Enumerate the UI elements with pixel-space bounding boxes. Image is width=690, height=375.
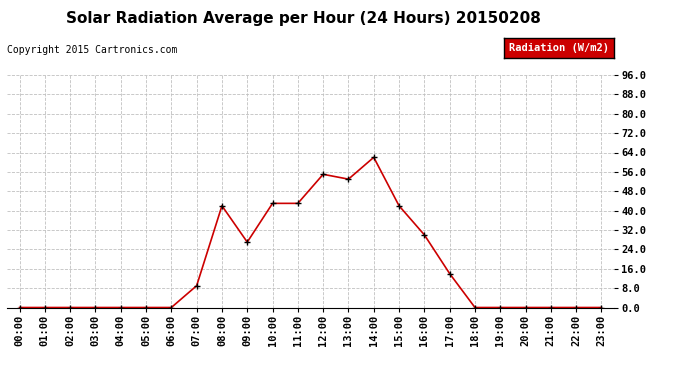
Text: Copyright 2015 Cartronics.com: Copyright 2015 Cartronics.com	[7, 45, 177, 55]
Text: Solar Radiation Average per Hour (24 Hours) 20150208: Solar Radiation Average per Hour (24 Hou…	[66, 11, 541, 26]
Text: Radiation (W/m2): Radiation (W/m2)	[509, 43, 609, 53]
